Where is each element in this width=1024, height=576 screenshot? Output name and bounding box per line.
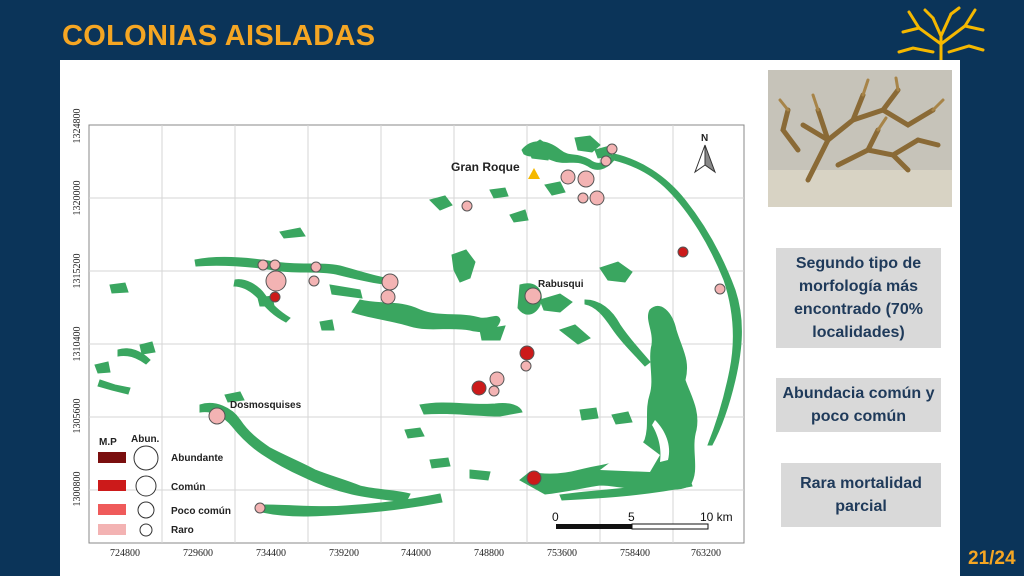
place-label-rabusqui: Rabusqui bbox=[538, 279, 584, 290]
site-marker bbox=[526, 470, 542, 486]
legend-circle bbox=[137, 501, 155, 519]
site-marker bbox=[677, 246, 689, 258]
site-marker bbox=[254, 502, 266, 514]
staghorn-coral-image bbox=[768, 70, 952, 207]
x-tick-label: 748800 bbox=[474, 548, 504, 559]
legend-label: Raro bbox=[171, 525, 194, 536]
x-tick-label: 758400 bbox=[620, 548, 650, 559]
y-tick-label: 1320000 bbox=[72, 181, 83, 216]
site-marker bbox=[589, 190, 605, 206]
site-marker bbox=[489, 371, 505, 387]
scale-label: 10 km bbox=[700, 510, 733, 524]
site-marker bbox=[524, 287, 542, 305]
coral-logo-icon bbox=[897, 6, 985, 62]
legend-label: Poco común bbox=[171, 506, 231, 517]
scale-label: 5 bbox=[628, 510, 635, 524]
info-box-text: Segundo tipo de morfología más encontrad… bbox=[794, 255, 923, 341]
site-marker bbox=[269, 291, 281, 303]
x-tick-label: 753600 bbox=[547, 548, 577, 559]
site-marker bbox=[577, 170, 595, 188]
x-tick-label: 729600 bbox=[183, 548, 213, 559]
site-marker bbox=[380, 289, 396, 305]
slide-title: COLONIAS AISLADAS bbox=[62, 20, 376, 52]
site-marker bbox=[519, 345, 535, 361]
place-label-dosmosquises: Dosmosquises bbox=[230, 400, 302, 411]
x-tick-label: 744000 bbox=[401, 548, 431, 559]
scale-bar bbox=[556, 523, 709, 530]
north-arrow-icon bbox=[693, 144, 717, 174]
y-tick-label: 1310400 bbox=[72, 327, 83, 362]
site-marker bbox=[269, 259, 281, 271]
info-box-abundance: Abundacia común y poco común bbox=[776, 378, 941, 432]
legend-circle bbox=[139, 523, 153, 537]
y-tick-label: 1300800 bbox=[72, 472, 83, 507]
place-label-gran-roque: Gran Roque bbox=[451, 160, 520, 174]
x-tick-label: 734400 bbox=[256, 548, 286, 559]
x-tick-label: 724800 bbox=[110, 548, 140, 559]
info-box-mortality: Rara mortalidad parcial bbox=[781, 463, 941, 527]
colony-sites bbox=[208, 143, 726, 514]
legend-swatch bbox=[98, 452, 126, 463]
coral-photo bbox=[768, 70, 952, 207]
x-tick-label: 739200 bbox=[329, 548, 359, 559]
y-tick-label: 1305600 bbox=[72, 399, 83, 434]
north-label: N bbox=[701, 133, 708, 144]
legend-label: Abundante bbox=[171, 453, 224, 464]
info-box-text: Rara mortalidad parcial bbox=[800, 475, 922, 515]
legend-swatch bbox=[98, 524, 126, 535]
site-marker bbox=[471, 380, 487, 396]
scale-label: 0 bbox=[552, 510, 559, 524]
legend-swatch bbox=[98, 480, 126, 491]
site-marker bbox=[577, 192, 589, 204]
site-marker bbox=[606, 143, 618, 155]
site-marker bbox=[308, 275, 320, 287]
map-grid bbox=[89, 125, 744, 543]
legend-label: Común bbox=[171, 482, 205, 493]
y-tick-label: 1315200 bbox=[72, 254, 83, 289]
legend-circle bbox=[133, 445, 159, 471]
legend-swatch bbox=[98, 504, 126, 515]
site-marker bbox=[265, 270, 287, 292]
legend-header-abun: Abun. bbox=[131, 434, 160, 445]
site-marker bbox=[257, 259, 269, 271]
site-marker bbox=[381, 273, 399, 291]
legend-header-mp: M.P bbox=[99, 437, 117, 448]
map-legend: M.P Abun. Abundante Común Poco común Rar… bbox=[98, 434, 231, 537]
y-tick-label: 1324800 bbox=[72, 109, 83, 144]
site-marker bbox=[714, 283, 726, 295]
page-number: 21/24 bbox=[968, 548, 1016, 569]
site-marker bbox=[560, 169, 576, 185]
x-tick-label: 763200 bbox=[691, 548, 721, 559]
site-marker bbox=[310, 261, 322, 273]
site-marker bbox=[461, 200, 473, 212]
legend-circle bbox=[135, 475, 157, 497]
info-box-text: Abundacia común y poco común bbox=[782, 385, 935, 425]
gran-roque-marker-icon bbox=[528, 168, 540, 179]
info-box-morphology: Segundo tipo de morfología más encontrad… bbox=[776, 248, 941, 348]
site-marker bbox=[600, 155, 612, 167]
site-marker bbox=[520, 360, 532, 372]
site-marker bbox=[488, 385, 500, 397]
site-marker bbox=[208, 407, 226, 425]
